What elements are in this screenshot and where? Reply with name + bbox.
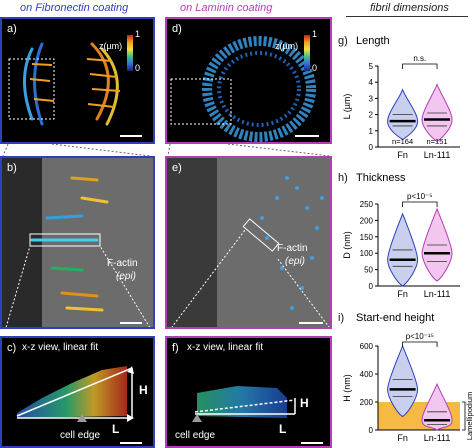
category-label: Fn: [397, 289, 408, 299]
y-axis-label: L (µm): [342, 94, 352, 120]
height-chart-title: Start-end height: [356, 312, 435, 324]
significance-bracket: [402, 63, 438, 69]
panel-d-laminin-image: d) 1 z(µm) 0: [165, 17, 332, 144]
y-tick-label: 100: [360, 249, 374, 258]
fibril-dimensions-header: fibril dimensions: [370, 2, 449, 14]
height-violin-chart: 0 200 400 600 H (nm) Fn Ln-111 p<10⁻¹⁵ Lamellipo…: [342, 332, 474, 443]
panel-e-label: e): [172, 162, 182, 174]
z-max-label: 1: [312, 29, 318, 39]
fibronectin-header: on Fibronectin coating: [20, 2, 129, 14]
y-axis-label: D (nm): [342, 231, 352, 259]
factin-label: F-actin: [107, 258, 138, 269]
significance-label: n.s.: [413, 54, 426, 63]
z-min-label: 0: [312, 63, 318, 73]
thickness-chart-title: Thickness: [356, 172, 406, 184]
xz-view-label: x-z view, linear fit: [187, 342, 264, 353]
laminin-header: on Laminin coating: [180, 2, 273, 14]
panel-i-label: i): [338, 312, 345, 324]
category-label: Ln-111: [424, 433, 451, 443]
category-label: Ln-111: [424, 150, 451, 160]
zoom-connectors: [2, 144, 331, 156]
y-tick-label: 0: [369, 426, 374, 435]
factin-label: F-actin: [277, 243, 308, 254]
height-symbol: H: [139, 383, 148, 397]
panel-e-laminin-zoom: e) F-actin (epi): [165, 156, 332, 329]
category-label: Fn: [397, 433, 408, 443]
z-max-label: 1: [135, 29, 141, 39]
y-tick-label: 0: [369, 143, 374, 152]
scale-bar: [120, 322, 142, 324]
lamellipodium-label: Lamellipodium: [465, 392, 474, 440]
length-chart-title: Length: [356, 35, 390, 47]
xz-view-label: x-z view, linear fit: [22, 342, 99, 353]
violin-ln: [421, 382, 453, 431]
significance-label: p<10⁻⁵: [407, 192, 433, 201]
n-label-fn: n=164: [392, 137, 413, 146]
panel-c-label: c): [7, 342, 17, 354]
panel-f-label: f): [172, 342, 179, 354]
thickness-violin-chart: 0 50 100 150 200 250 D (nm) Fn Ln-111 p<10⁻⁵: [342, 192, 460, 299]
scale-bar: [301, 442, 323, 444]
y-tick-label: 200: [360, 216, 374, 225]
z-min-label: 0: [135, 63, 141, 73]
y-tick-label: 200: [360, 398, 374, 407]
y-tick-label: 150: [360, 233, 374, 242]
violin-fn: [387, 344, 419, 418]
n-label-ln: n=151: [427, 137, 448, 146]
panel-c-xz-view: c) x-z view, linear fit H L cell edge: [0, 336, 155, 448]
scale-bar: [295, 135, 319, 137]
scale-bar: [120, 442, 142, 444]
y-axis-label: H (nm): [342, 374, 352, 402]
y-tick-label: 50: [364, 266, 373, 275]
scale-bar: [299, 322, 323, 324]
length-symbol: L: [279, 422, 287, 436]
y-tick-label: 1: [369, 127, 374, 136]
panel-a-fibronectin-image: a) 1 z(µm) 0: [0, 17, 155, 144]
panel-a-label: a): [7, 23, 17, 35]
y-tick-label: 0: [369, 282, 374, 291]
panel-f-xz-view: f) x-z view, linear fit H L cell edge: [165, 336, 332, 448]
significance-bracket: [402, 341, 438, 347]
significance-bracket: [402, 201, 438, 207]
y-tick-label: 400: [360, 370, 374, 379]
z-colorbar: [304, 35, 310, 71]
scale-bar: [120, 135, 142, 137]
y-tick-label: 4: [369, 78, 374, 87]
category-label: Ln-111: [424, 289, 451, 299]
panel-d-label: d): [172, 23, 182, 35]
cell-edge-label: cell edge: [60, 430, 101, 441]
header-divider: [346, 16, 468, 17]
cell-edge-label: cell edge: [175, 430, 216, 441]
panel-h-label: h): [338, 172, 348, 184]
factin-sub-label: (epi): [116, 271, 137, 282]
z-unit-label: z(µm): [275, 41, 299, 51]
y-tick-label: 600: [360, 342, 374, 351]
panel-g-label: g): [338, 35, 348, 47]
lamellipodium-brace: [462, 401, 466, 431]
y-tick-label: 3: [369, 94, 374, 103]
y-tick-label: 250: [360, 200, 374, 209]
height-symbol: H: [300, 396, 309, 410]
length-symbol: L: [112, 422, 120, 436]
category-label: Fn: [397, 150, 408, 160]
y-tick-label: 5: [369, 62, 374, 71]
length-violin-chart: 0 1 2 3 4 5 L (µm) Fn Ln-111 n.s. n=164 n=151: [342, 54, 460, 160]
z-colorbar: [127, 35, 133, 71]
panel-b-label: b): [7, 162, 17, 174]
factin-sub-label: (epi): [285, 256, 306, 267]
y-tick-label: 2: [369, 111, 374, 120]
z-unit-label: z(µm): [99, 41, 123, 51]
significance-label: p<10⁻¹⁵: [406, 332, 434, 341]
panel-b-fibronectin-zoom: b) F-actin (epi): [0, 156, 155, 329]
